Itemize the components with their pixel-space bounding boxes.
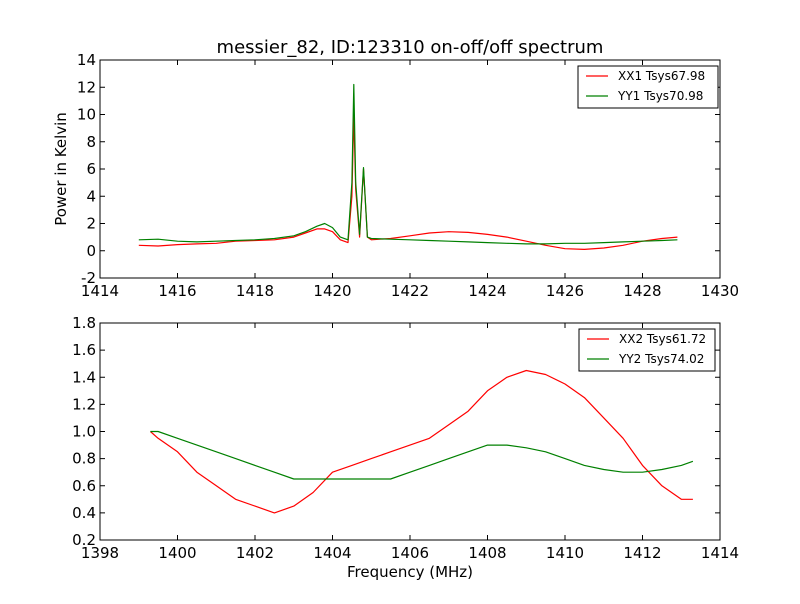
top-legend-label-2: YY1 Tsys70.98	[617, 89, 703, 103]
top-x-tick-label: 1418	[236, 282, 274, 300]
bottom-series-1-line	[150, 369, 693, 514]
bottom-y-tick-label: 1.4	[72, 368, 96, 386]
bottom-legend-label-1: XX2 Tsys61.72	[619, 332, 706, 346]
top-x-tick-label: 1430	[701, 282, 739, 300]
bottom-x-tick-label: 1404	[313, 544, 351, 562]
bottom-x-tick-label: 1414	[701, 544, 739, 562]
top-x-tick-label: 1426	[546, 282, 584, 300]
bottom-x-axis-label: Frequency (MHz)	[347, 563, 473, 581]
top-legend-label-1: XX1 Tsys67.98	[618, 69, 705, 83]
bottom-x-tick-label: 1398	[81, 544, 119, 562]
top-y-tick-label: 14	[77, 51, 96, 69]
top-x-tick-label: 1422	[391, 282, 429, 300]
top-y-tick-label: 8	[86, 133, 96, 151]
bottom-y-tick-label: 1.8	[72, 314, 96, 332]
top-spectrum-panel: 1414 1416 1418 1420 1422 1424 1426 1428 1430 -2 0 2…	[77, 51, 739, 300]
top-x-tick-label: 1428	[623, 282, 661, 300]
top-y-tick-label: 10	[77, 106, 96, 124]
bottom-spectrum-panel: 1398 1400 1402 1404 1406 1408 1410 1412 1414 0.2 0…	[72, 314, 739, 562]
top-legend	[577, 65, 719, 109]
bottom-y-tick-label: 0.8	[72, 450, 96, 468]
top-y-tick-label: 6	[86, 160, 96, 178]
bottom-y-tick-label: 1.0	[72, 423, 96, 441]
bottom-series-2-line	[150, 430, 694, 480]
bottom-y-tick-label: 0.2	[72, 531, 96, 549]
bottom-x-tick-label: 1410	[546, 544, 584, 562]
bottom-x-tick-label: 1402	[236, 544, 274, 562]
top-x-tick-label: 1414	[81, 282, 119, 300]
bottom-x-tick-label: 1406	[391, 544, 429, 562]
bottom-y-tick-label: 1.6	[72, 341, 96, 359]
top-y-tick-label: -2	[81, 269, 96, 287]
bottom-x-tick-label: 1408	[468, 544, 506, 562]
top-x-tick-label: 1420	[313, 282, 351, 300]
top-y-tick-label: 12	[77, 78, 96, 96]
bottom-legend	[578, 328, 716, 372]
top-y-tick-label: 0	[86, 242, 96, 260]
bottom-legend-label-2: YY2 Tsys74.02	[618, 352, 704, 366]
bottom-x-tick-label: 1412	[623, 544, 661, 562]
bottom-y-tick-label: 0.4	[72, 504, 96, 522]
top-x-tick-label: 1416	[158, 282, 196, 300]
top-y-axis-label: Power in Kelvin	[52, 112, 70, 226]
top-x-tick-label: 1424	[468, 282, 506, 300]
top-series-2-line	[138, 83, 678, 245]
top-chart-title: messier_82, ID:123310 on-off/off spectru…	[217, 37, 604, 58]
top-y-tick-label: 4	[86, 187, 96, 205]
bottom-y-tick-label: 0.6	[72, 477, 96, 495]
top-y-tick-label: 2	[86, 215, 96, 233]
bottom-y-tick-label: 1.2	[72, 395, 96, 413]
bottom-x-tick-label: 1400	[158, 544, 196, 562]
